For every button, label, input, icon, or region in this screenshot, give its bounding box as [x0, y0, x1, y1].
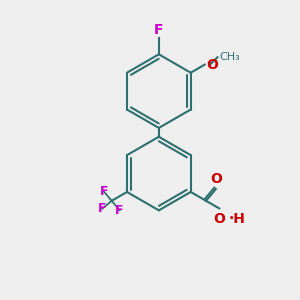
Text: F: F [116, 204, 124, 217]
Text: ·H: ·H [229, 212, 246, 226]
Text: F: F [154, 22, 164, 37]
Text: O: O [213, 212, 225, 226]
Text: O: O [210, 172, 222, 185]
Text: F: F [98, 202, 106, 215]
Text: O: O [206, 58, 218, 72]
Text: CH₃: CH₃ [220, 52, 241, 62]
Text: F: F [100, 185, 108, 198]
